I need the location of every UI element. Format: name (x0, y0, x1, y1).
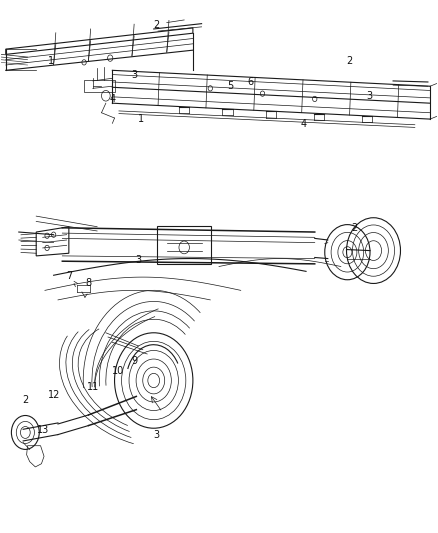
Text: 3: 3 (135, 255, 141, 265)
Text: 11: 11 (87, 382, 99, 392)
Text: 10: 10 (112, 367, 124, 376)
Text: 3: 3 (366, 91, 372, 101)
Text: 8: 8 (85, 278, 92, 288)
FancyBboxPatch shape (157, 225, 211, 264)
Text: 4: 4 (110, 94, 116, 104)
Text: 6: 6 (247, 77, 254, 87)
Text: 9: 9 (131, 356, 137, 366)
Text: 2: 2 (153, 20, 159, 30)
Text: 1: 1 (138, 114, 144, 124)
Text: 3: 3 (153, 430, 159, 440)
Text: 2: 2 (346, 56, 353, 66)
Text: 4: 4 (301, 119, 307, 130)
Text: 13: 13 (37, 425, 49, 435)
Text: 12: 12 (48, 390, 61, 400)
Bar (84, 80, 115, 92)
Text: 2: 2 (22, 395, 28, 405)
Text: 1: 1 (48, 56, 54, 66)
Text: 2: 2 (351, 223, 357, 233)
Text: 5: 5 (227, 81, 233, 91)
Text: 7: 7 (66, 271, 72, 281)
Text: 3: 3 (131, 70, 137, 79)
